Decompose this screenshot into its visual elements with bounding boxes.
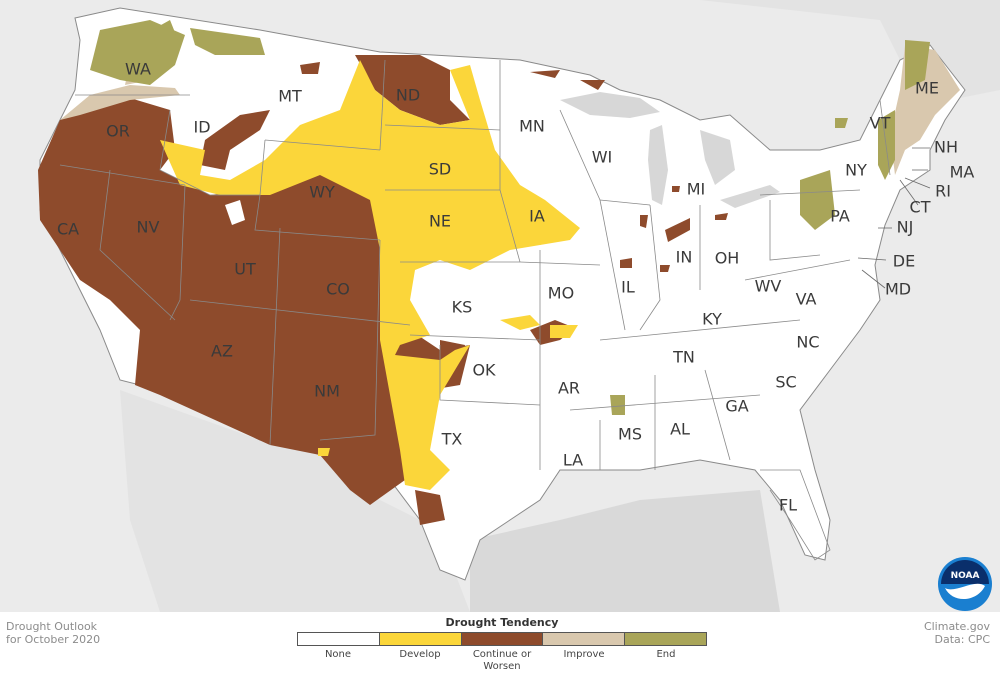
state-label-ca: CA bbox=[57, 220, 79, 239]
state-label-mn: MN bbox=[519, 117, 545, 136]
state-label-ut: UT bbox=[234, 260, 256, 279]
state-label-nc: NC bbox=[796, 333, 819, 352]
state-label-ks: KS bbox=[452, 298, 473, 317]
drought-outlook-map: WA OR CA NV ID MT WY UT CO AZ NM ND SD NE KS OK TX MN IA MO… bbox=[0, 0, 1000, 612]
state-label-wy: WY bbox=[309, 183, 335, 202]
state-label-va: VA bbox=[796, 290, 817, 309]
state-label-nv: NV bbox=[137, 218, 160, 237]
state-label-ar: AR bbox=[558, 379, 580, 398]
state-label-nh: NH bbox=[934, 138, 958, 157]
state-label-nj: NJ bbox=[897, 218, 914, 237]
noaa-logo-gull bbox=[945, 583, 985, 600]
lake-huron bbox=[700, 130, 735, 185]
state-label-md: MD bbox=[885, 280, 911, 299]
state-label-me: ME bbox=[915, 79, 939, 98]
state-label-wi: WI bbox=[592, 148, 613, 167]
state-label-ct: CT bbox=[910, 198, 931, 217]
legend-swatch-continue bbox=[461, 633, 544, 645]
state-label-wv: WV bbox=[755, 277, 782, 296]
state-label-mt: MT bbox=[278, 87, 302, 106]
state-label-sc: SC bbox=[775, 373, 796, 392]
state-label-nd: ND bbox=[396, 86, 420, 105]
state-label-de: DE bbox=[893, 252, 915, 271]
legend-label-continue: Continue or Worsen bbox=[472, 649, 532, 672]
state-label-ok: OK bbox=[472, 361, 496, 380]
state-label-mo: MO bbox=[548, 284, 574, 303]
lake-erie bbox=[720, 185, 780, 208]
state-label-ky: KY bbox=[702, 310, 722, 329]
legend-label-none: None bbox=[324, 649, 352, 660]
legend-label-improve: Improve bbox=[563, 649, 605, 660]
state-label-ri: RI bbox=[935, 182, 951, 201]
state-label-ia: IA bbox=[529, 207, 545, 226]
lake-michigan bbox=[648, 125, 668, 205]
state-label-in: IN bbox=[676, 248, 693, 267]
state-label-nm: NM bbox=[314, 382, 340, 401]
state-label-id: ID bbox=[193, 118, 210, 137]
credits: Climate.gov Data: CPC bbox=[924, 620, 990, 646]
legend-swatch-end bbox=[625, 633, 706, 645]
caption-line-2: for October 2020 bbox=[6, 633, 101, 646]
state-borders bbox=[59, 59, 891, 470]
gulf-of-mexico bbox=[470, 490, 780, 612]
legend: Drought Tendency None Develop Continue o… bbox=[297, 616, 707, 673]
legend-swatch-improve bbox=[543, 633, 626, 645]
state-label-co: CO bbox=[326, 280, 350, 299]
noaa-logo: NOAA bbox=[938, 557, 992, 611]
state-label-il: IL bbox=[621, 278, 635, 297]
great-salt-lake bbox=[225, 200, 245, 225]
state-label-oh: OH bbox=[715, 249, 740, 268]
credit-line-1: Climate.gov bbox=[923, 620, 990, 633]
state-labels: WA OR CA NV ID MT WY UT CO AZ NM ND SD NE KS OK TX MN IA MO… bbox=[57, 60, 974, 515]
legend-swatch-develop bbox=[379, 633, 462, 645]
legend-title: Drought Tendency bbox=[445, 616, 559, 629]
state-label-tx: TX bbox=[441, 430, 463, 449]
state-label-az: AZ bbox=[211, 342, 233, 361]
state-label-sd: SD bbox=[429, 160, 451, 179]
state-label-mi: MI bbox=[687, 180, 706, 199]
noaa-logo-text: NOAA bbox=[951, 571, 980, 581]
legend-bar bbox=[297, 632, 707, 646]
noaa-logo-top bbox=[941, 560, 989, 584]
state-label-wa: WA bbox=[125, 60, 151, 79]
state-label-fl: FL bbox=[779, 496, 797, 515]
legend-labels: None Develop Continue or Worsen Improve … bbox=[297, 649, 707, 673]
footer: Drought Outlook for October 2020 Drought… bbox=[0, 612, 1000, 677]
state-label-ma: MA bbox=[950, 163, 975, 182]
mexico-land bbox=[120, 390, 470, 612]
map-caption: Drought Outlook for October 2020 bbox=[6, 620, 100, 646]
legend-swatch-none bbox=[298, 633, 380, 645]
legend-label-develop: Develop bbox=[399, 649, 441, 660]
develop-areas bbox=[160, 60, 580, 490]
lake-superior bbox=[560, 92, 660, 118]
state-label-tn: TN bbox=[672, 348, 695, 367]
state-label-pa: PA bbox=[830, 207, 850, 226]
state-label-ny: NY bbox=[845, 161, 867, 180]
state-label-la: LA bbox=[563, 451, 583, 470]
state-label-ga: GA bbox=[725, 397, 748, 416]
state-label-ms: MS bbox=[618, 425, 642, 444]
credit-line-2: Data: CPC bbox=[934, 633, 990, 646]
state-label-vt: VT bbox=[870, 114, 891, 133]
canada-land bbox=[0, 0, 1000, 100]
label-leader-lines bbox=[857, 147, 931, 289]
state-label-or: OR bbox=[106, 122, 130, 141]
state-label-ne: NE bbox=[429, 212, 451, 231]
florida-outline bbox=[760, 469, 831, 561]
state-label-al: AL bbox=[670, 420, 690, 439]
legend-label-end: End bbox=[656, 649, 676, 660]
end-areas bbox=[90, 20, 930, 415]
caption-line-1: Drought Outlook bbox=[6, 620, 98, 633]
